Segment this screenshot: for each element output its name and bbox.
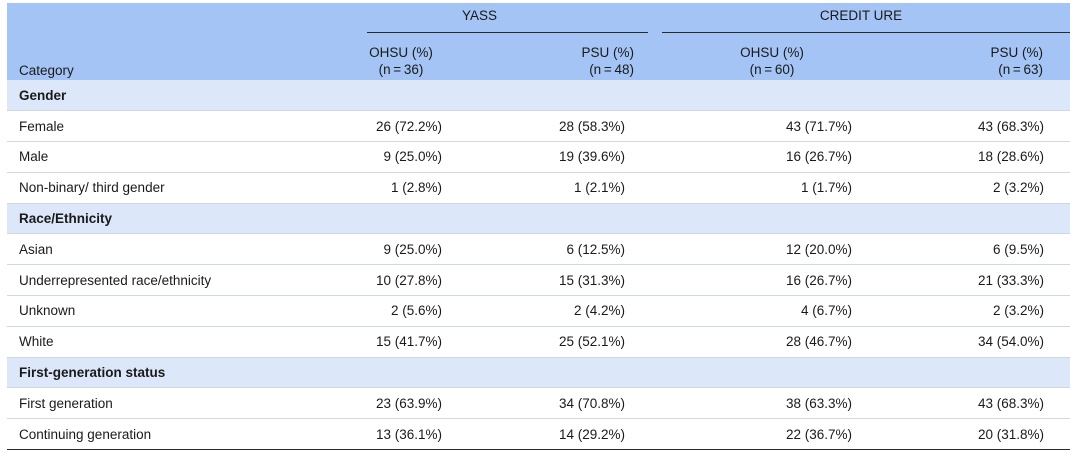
section-title: Race/Ethnicity (19, 211, 113, 227)
table-cell: 18 (28.6%) (977, 149, 1045, 165)
column-label: OHSU (%) (369, 45, 433, 60)
column-header-yass-ohsu: OHSU (%) (n = 36) (307, 33, 447, 80)
group-header-credit-ure: CREDIT URE (652, 3, 1070, 33)
section-row: First-generation status (7, 357, 1070, 388)
table-cell: 34 (70.8%) (558, 395, 625, 411)
table-row: First generation 23 (63.9%) 34 (70.8%) 38 (… (7, 388, 1070, 419)
table-cell: 9 (25.0%) (383, 149, 442, 165)
table-cell: 28 (58.3%) (558, 118, 625, 134)
table-cell: 16 (26.7%) (785, 149, 852, 165)
column-label: OHSU (%) (740, 45, 804, 60)
table-cell: 9 (25.0%) (383, 241, 442, 257)
table-cell: 16 (26.7%) (785, 272, 852, 288)
demographics-table: YASS CREDIT URE Category OHSU (%) (n = 3… (7, 3, 1070, 450)
group-header-yass: YASS (307, 3, 652, 33)
section-row: Gender (7, 80, 1070, 111)
table-cell: 43 (71.7%) (785, 118, 852, 134)
section-title: First-generation status (19, 365, 166, 381)
table-cell: 28 (46.7%) (785, 334, 852, 350)
table-row: Underrepresented race/ethnicity 10 (27.8%… (7, 265, 1070, 296)
row-label: White (19, 334, 54, 350)
table-cell: 15 (41.7%) (375, 334, 442, 350)
row-label: Unknown (19, 303, 76, 319)
table-body: Gender Female 26 (72.2%) 28 (58.3%) 43 (71.7… (7, 80, 1070, 450)
row-label: First generation (19, 395, 113, 411)
table-cell: 43 (68.3%) (977, 118, 1045, 134)
column-n: (n = 63) (998, 62, 1044, 77)
table-cell: 23 (63.9%) (375, 395, 442, 411)
column-label: PSU (%) (581, 45, 634, 60)
column-header-yass-psu: PSU (%) (n = 48) (447, 33, 652, 80)
column-n: (n = 48) (589, 62, 634, 77)
table-cell: 26 (72.2%) (375, 118, 442, 134)
table-cell: 6 (12.5%) (566, 241, 625, 257)
column-header-credit-ohsu: OHSU (%) (n = 60) (652, 33, 852, 80)
table-cell: 13 (36.1%) (375, 426, 442, 442)
table-cell: 1 (2.1%) (573, 180, 625, 196)
table-row: Continuing generation 13 (36.1%) 14 (29.2%… (7, 419, 1070, 450)
table-header: YASS CREDIT URE Category OHSU (%) (n = 3… (7, 3, 1070, 80)
section-row: Race/Ethnicity (7, 203, 1070, 234)
group-label-yass: YASS (461, 7, 497, 23)
table-row: Male 9 (25.0%) 19 (39.6%) 16 (26.7%) 18 (28.… (7, 142, 1070, 173)
row-label: Underrepresented race/ethnicity (19, 272, 212, 288)
table-cell: 2 (3.2%) (992, 180, 1045, 196)
table-cell: 10 (27.8%) (375, 272, 442, 288)
row-label: Non-binary/ third gender (19, 180, 165, 196)
table-cell: 14 (29.2%) (558, 426, 625, 442)
table-cell: 12 (20.0%) (785, 241, 852, 257)
group-rule-yass (367, 26, 648, 33)
table-cell: 2 (3.2%) (992, 303, 1045, 319)
column-n: (n = 36) (378, 62, 424, 77)
table-row: Unknown 2 (5.6%) 2 (4.2%) 4 (6.7%) 2 (3.2%) (7, 296, 1070, 327)
row-label: Female (19, 118, 65, 134)
table-cell: 1 (2.8%) (390, 180, 442, 196)
section-title: Gender (19, 87, 67, 103)
group-rule-credit-ure (662, 26, 1070, 33)
row-label: Male (19, 149, 49, 165)
table-cell: 4 (6.7%) (800, 303, 852, 319)
table-cell: 20 (31.8%) (977, 426, 1045, 442)
table-cell: 1 (1.7%) (800, 180, 852, 196)
column-label: PSU (%) (990, 45, 1044, 60)
table-cell: 6 (9.5%) (992, 241, 1045, 257)
table-cell: 15 (31.3%) (558, 272, 625, 288)
table-cell: 21 (33.3%) (977, 272, 1045, 288)
row-label: Continuing generation (19, 426, 152, 442)
column-n: (n = 60) (749, 62, 795, 77)
table-row: White 15 (41.7%) 25 (52.1%) 28 (46.7%) 34 (5… (7, 326, 1070, 358)
table-cell: 43 (68.3%) (977, 395, 1045, 411)
table-cell: 38 (63.3%) (785, 395, 852, 411)
table-row: Asian 9 (25.0%) 6 (12.5%) 12 (20.0%) 6 (9.5%… (7, 234, 1070, 265)
table-row: Female 26 (72.2%) 28 (58.3%) 43 (71.7%) 43 (… (7, 111, 1070, 142)
table-cell: 34 (54.0%) (977, 334, 1045, 350)
row-label: Asian (19, 241, 53, 257)
table-cell: 19 (39.6%) (558, 149, 625, 165)
group-label-credit-ure: CREDIT URE (819, 7, 903, 23)
column-header-credit-psu: PSU (%) (n = 63) (852, 33, 1070, 80)
table-cell: 2 (5.6%) (390, 303, 442, 319)
table-cell: 22 (36.7%) (785, 426, 852, 442)
table-row: Non-binary/ third gender 1 (2.8%) 1 (2.1%)… (7, 172, 1070, 204)
category-header: Category (19, 63, 74, 78)
table-cell: 2 (4.2%) (573, 303, 625, 319)
table-cell: 25 (52.1%) (558, 334, 625, 350)
